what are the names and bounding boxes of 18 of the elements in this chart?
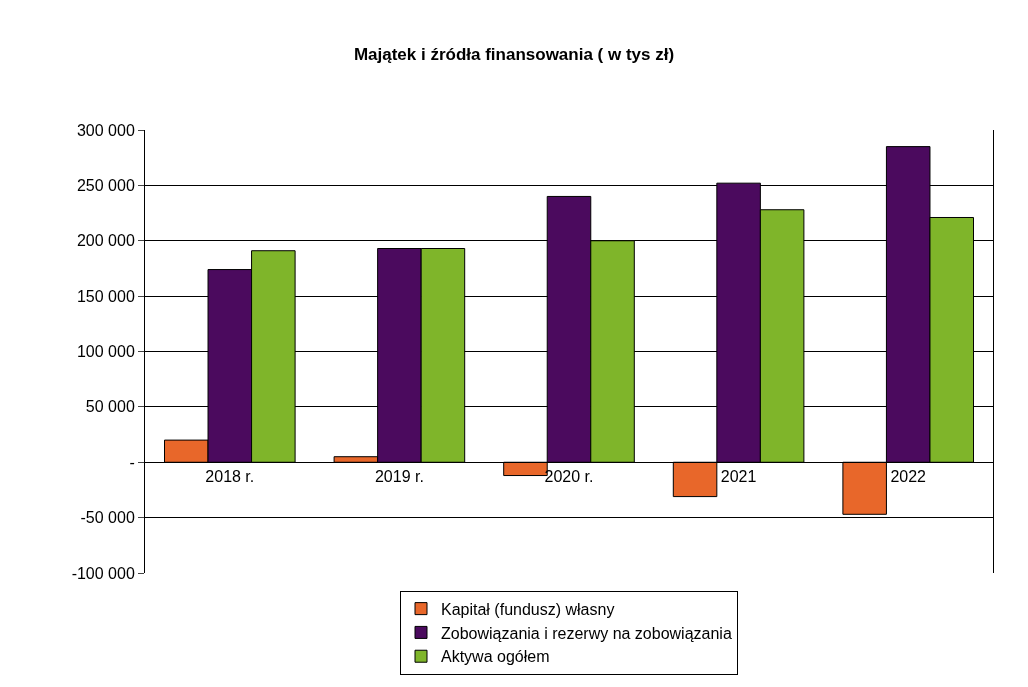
y-tick-label: - — [129, 453, 135, 471]
y-tick-label: 250 000 — [76, 176, 135, 194]
x-tick-label: 2020 r. — [544, 468, 594, 486]
y-tick-label: 50 000 — [85, 398, 135, 416]
chart-title: Majątek i źródła finansowania ( w tys zł) — [353, 44, 675, 64]
y-tick-label: 200 000 — [76, 232, 135, 250]
x-tick-label: 2019 r. — [374, 468, 424, 486]
legend-label: Zobowiązania i rezerwy na zobowiązania — [441, 624, 732, 642]
x-tick-label: 2022 — [890, 468, 927, 486]
y-tick-label: 100 000 — [76, 343, 135, 361]
x-tick-label: 2021 — [720, 468, 757, 486]
x-tick-label: 2018 r. — [205, 468, 255, 486]
y-tick-label: 150 000 — [76, 287, 135, 305]
y-tick-label: -100 000 — [71, 564, 135, 582]
legend-label: Kapitał (fundusz) własny — [441, 600, 615, 618]
y-tick-label: -50 000 — [80, 509, 135, 527]
legend-label: Aktywa ogółem — [441, 648, 550, 666]
y-tick-label: 300 000 — [76, 121, 135, 139]
